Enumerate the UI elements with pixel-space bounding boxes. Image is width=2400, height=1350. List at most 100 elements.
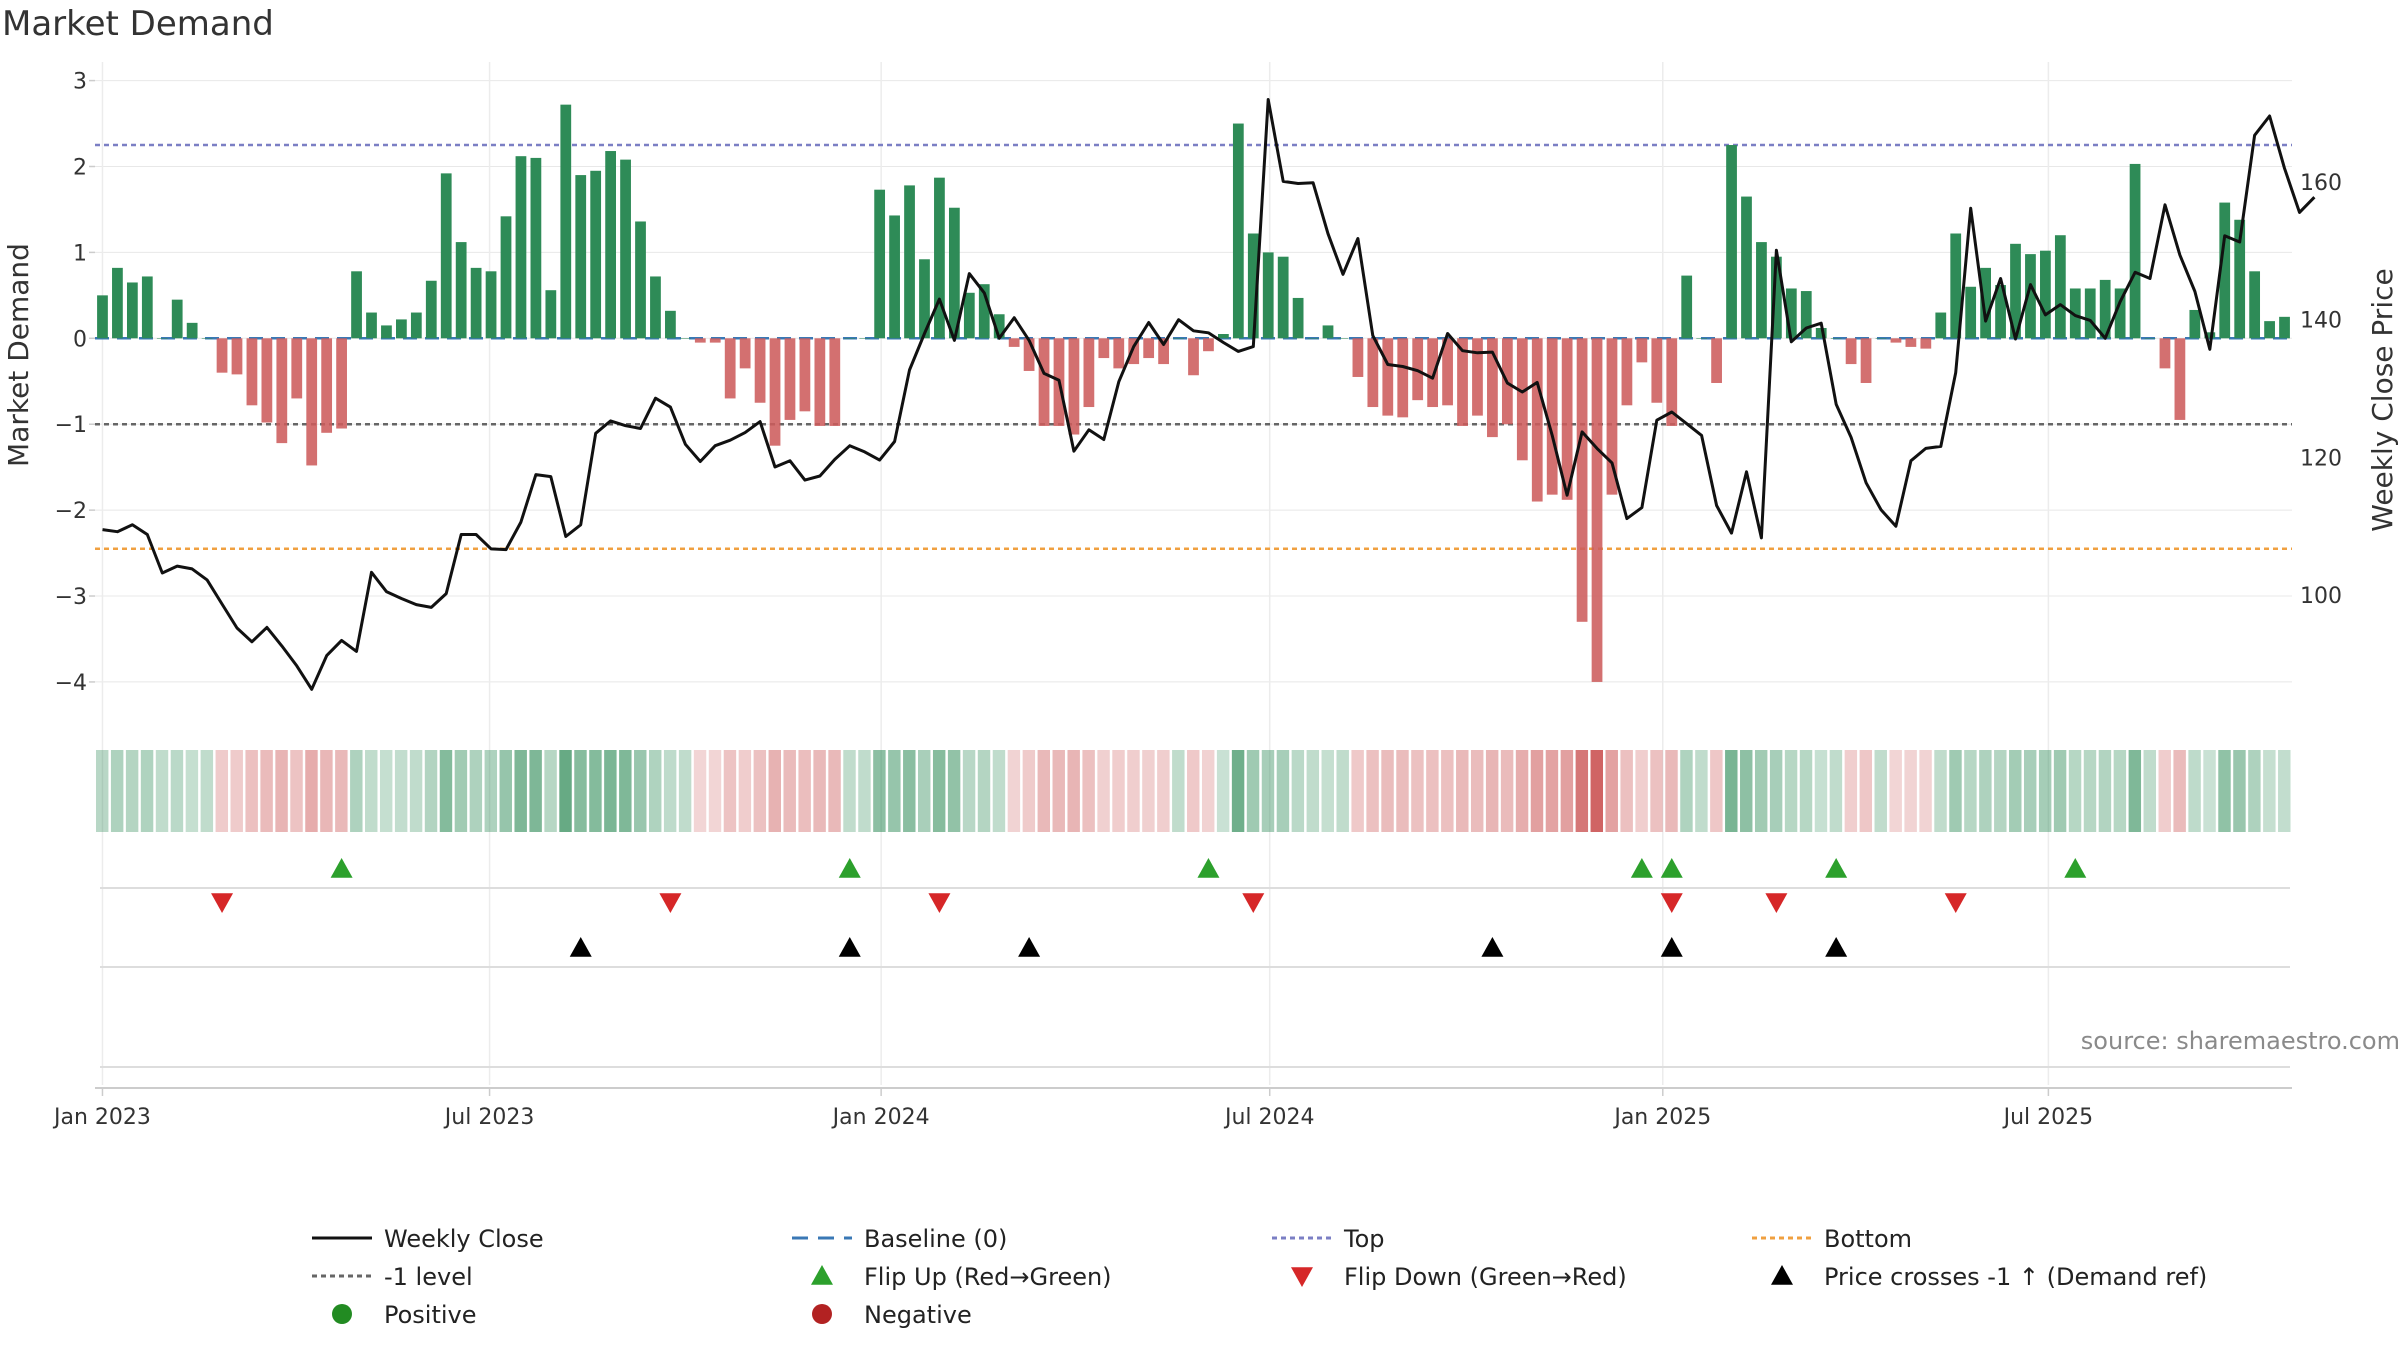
demand-bar <box>1232 123 1244 339</box>
demand-bar <box>216 338 228 373</box>
demand-bar <box>1636 338 1648 363</box>
strip-cell <box>903 750 916 832</box>
strip-cell <box>529 750 542 832</box>
demand-bar <box>590 170 602 339</box>
demand-bar <box>530 157 542 339</box>
strip-cell <box>2143 750 2156 832</box>
strip-cell <box>648 750 662 832</box>
flip-up-marker <box>1825 858 1848 878</box>
x-tick-label: Jan 2023 <box>52 1105 151 1130</box>
demand-bar <box>724 338 736 399</box>
strip-cell <box>693 750 707 832</box>
demand-bar <box>1322 325 1334 339</box>
demand-bar <box>1681 275 1693 339</box>
demand-bars <box>97 104 2290 682</box>
demand-bar <box>2129 163 2141 339</box>
demand-bar <box>1397 338 1409 418</box>
strip-cell <box>1979 750 1992 832</box>
demand-bar <box>1337 338 1349 339</box>
y-tick-label: 3 <box>73 70 87 95</box>
strip-cell <box>1799 750 1813 832</box>
strip-cell <box>1142 750 1155 832</box>
demand-bar <box>1098 338 1110 359</box>
strip-cell <box>2098 750 2112 832</box>
strip-cell <box>1710 750 1723 832</box>
strip-cell <box>678 750 692 832</box>
strip-cell <box>1261 750 1275 832</box>
strip-cell <box>783 750 796 832</box>
strip-cell <box>96 750 109 832</box>
demand-bar <box>1576 338 1588 622</box>
strip-cell <box>1276 750 1290 832</box>
x-tick-label: Jan 2024 <box>831 1105 930 1130</box>
demand-bar <box>515 156 527 339</box>
demand-bar <box>381 325 392 339</box>
demand-bar <box>1965 286 1977 339</box>
demand-bar <box>1711 338 1722 383</box>
legend-label: Baseline (0) <box>864 1225 1007 1253</box>
flip-down-marker <box>1944 893 1967 913</box>
demand-bar <box>1262 252 1274 339</box>
strip-cell <box>559 750 572 832</box>
demand-bar <box>201 338 213 339</box>
strip-cell <box>245 750 258 832</box>
demand-bar <box>1830 338 1842 339</box>
strip-cell <box>1769 750 1783 832</box>
strip-cell <box>275 750 288 832</box>
demand-bar <box>1023 338 1035 371</box>
demand-bar <box>2189 309 2201 339</box>
strip-cell <box>2083 750 2097 832</box>
strip-cell <box>260 750 273 832</box>
demand-bar <box>261 338 273 423</box>
legend-label: Weekly Close <box>384 1225 544 1253</box>
demand-bar <box>171 299 183 339</box>
demand-bar <box>231 338 243 375</box>
demand-bar <box>1457 338 1468 426</box>
demand-bar <box>1247 233 1259 339</box>
strip-cell <box>320 750 333 832</box>
strip-cell <box>1500 750 1514 832</box>
strip-cell <box>1127 750 1140 832</box>
demand-bar <box>455 242 467 339</box>
price-cross-marker <box>1825 937 1848 957</box>
strip-cell <box>2263 750 2276 832</box>
strip-cell <box>1067 750 1080 832</box>
strip-cell <box>753 750 767 832</box>
demand-bar <box>1875 338 1887 339</box>
strip-cell <box>574 750 587 832</box>
strip-cell <box>290 750 303 832</box>
demand-bar <box>1756 242 1767 339</box>
demand-bar <box>1531 338 1543 502</box>
flip-up-marker <box>838 858 861 878</box>
strip-cell <box>1665 750 1678 832</box>
strip-cell <box>1754 750 1768 832</box>
demand-bar <box>1845 338 1857 365</box>
legend-label: Negative <box>864 1301 972 1329</box>
strip-cell <box>1082 750 1095 832</box>
strip-cell <box>439 750 453 832</box>
strip-cell <box>634 750 647 832</box>
strip-cell <box>947 750 961 832</box>
demand-bar <box>620 159 631 339</box>
demand-bar <box>1427 338 1439 408</box>
y2-tick-label: 160 <box>2300 171 2342 196</box>
strip-cell <box>170 750 184 832</box>
strip-cell <box>1560 750 1574 832</box>
strip-cell <box>1904 750 1917 832</box>
demand-bar <box>1382 338 1394 416</box>
strip-cell <box>2203 750 2216 832</box>
strip-cell <box>1112 750 1125 832</box>
demand-bar <box>1158 338 1169 365</box>
strip-cell <box>185 750 199 832</box>
legend-label: Price crosses -1 ↑ (Demand ref) <box>1824 1263 2207 1291</box>
demand-bar <box>2084 288 2096 339</box>
demand-bar <box>500 216 512 339</box>
demand-bar <box>1950 233 1962 339</box>
demand-bar <box>679 338 691 339</box>
demand-bar <box>1980 267 1991 339</box>
strip-cell <box>1007 750 1021 832</box>
demand-bar <box>425 280 437 339</box>
strip-cell <box>1441 750 1454 832</box>
strip-cell <box>1590 750 1604 832</box>
price-cross-marker <box>838 937 861 957</box>
